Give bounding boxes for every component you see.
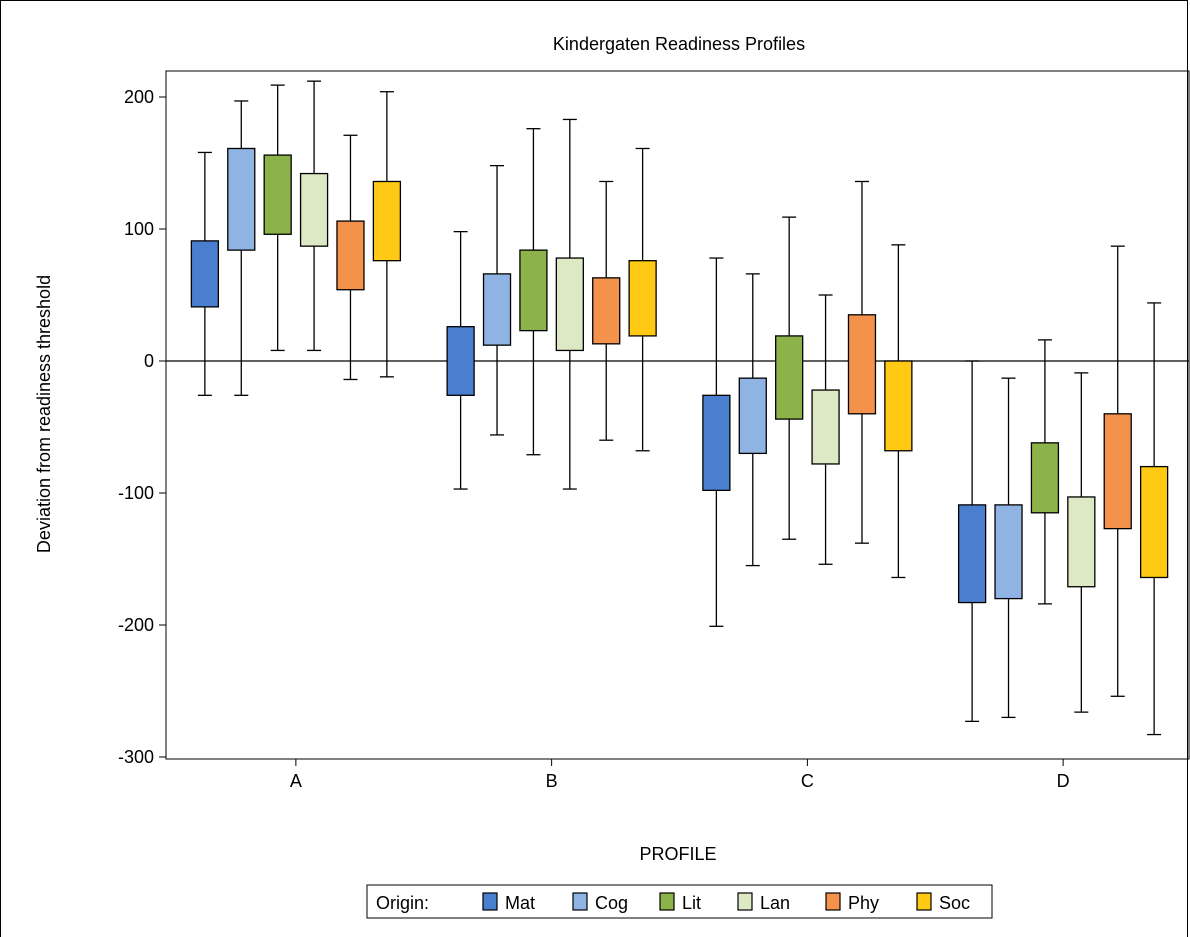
y-axis-label: Deviation from readiness threshold xyxy=(34,275,54,553)
legend-box xyxy=(366,884,993,919)
series-soc xyxy=(372,91,1169,736)
series-phy xyxy=(336,134,1132,697)
legend-swatch-lan xyxy=(737,892,753,911)
y-tick-label: -100 xyxy=(118,483,154,503)
chart-title: Kindergaten Readiness Profiles xyxy=(553,34,805,54)
box-lan-b xyxy=(555,257,584,352)
x-tick-label: D xyxy=(1057,771,1070,791)
series-mat xyxy=(190,151,987,723)
box-series-group xyxy=(190,80,1169,736)
x-tick-label: B xyxy=(546,771,558,791)
box-lan-d xyxy=(1067,496,1096,588)
box-lan-c xyxy=(811,389,840,465)
box-mat-d xyxy=(957,504,987,604)
y-tick-label: -300 xyxy=(118,747,154,767)
legend-label-soc: Soc xyxy=(939,893,970,913)
legend-swatch-cog xyxy=(572,892,588,911)
series-lan xyxy=(299,80,1096,713)
x-tick-label: A xyxy=(290,771,302,791)
y-tick-label: 100 xyxy=(124,219,154,239)
x-axis-label: PROFILE xyxy=(639,844,716,864)
legend-label-mat: Mat xyxy=(505,893,535,913)
box-cog-b xyxy=(482,273,512,346)
box-lit-b xyxy=(519,249,548,332)
y-tick-label: 200 xyxy=(124,87,154,107)
box-soc-c xyxy=(884,360,913,452)
x-axis: A B C D xyxy=(290,759,1070,791)
box-mat-a xyxy=(190,240,220,308)
y-axis: 200 100 0 -100 -200 -300 xyxy=(118,87,166,767)
plot-area xyxy=(165,70,1190,760)
box-lit-d xyxy=(1030,442,1060,514)
series-lit xyxy=(263,84,1060,605)
legend-swatch-soc xyxy=(916,892,932,911)
box-mat-c xyxy=(702,394,731,492)
legend-swatch-phy xyxy=(825,892,841,911)
box-phy-a xyxy=(336,220,365,291)
y-tick-label: -200 xyxy=(118,615,154,635)
box-soc-b xyxy=(628,260,657,337)
box-phy-b xyxy=(592,277,621,345)
legend-swatch-mat xyxy=(482,892,498,911)
legend-title: Origin: xyxy=(376,893,429,913)
box-lit-c xyxy=(775,335,804,420)
legend: Origin: Mat Cog Lit Lan Phy Soc xyxy=(366,884,993,919)
box-mat-b xyxy=(446,326,475,396)
legend-label-lan: Lan xyxy=(760,893,790,913)
box-lit-a xyxy=(263,154,292,235)
series-cog xyxy=(227,100,1023,719)
y-tick-label: 0 xyxy=(144,351,154,371)
box-cog-d xyxy=(994,504,1023,600)
legend-label-lit: Lit xyxy=(682,893,701,913)
legend-label-phy: Phy xyxy=(848,893,879,913)
box-soc-a xyxy=(372,180,402,262)
x-tick-label: C xyxy=(801,771,814,791)
legend-label-cog: Cog xyxy=(595,893,628,913)
box-soc-d xyxy=(1139,465,1169,579)
box-lan-a xyxy=(299,172,329,247)
legend-swatch-lit xyxy=(659,892,675,911)
box-phy-c xyxy=(847,314,877,415)
box-cog-a xyxy=(227,147,256,251)
box-phy-d xyxy=(1103,413,1132,530)
box-cog-c xyxy=(738,377,767,455)
